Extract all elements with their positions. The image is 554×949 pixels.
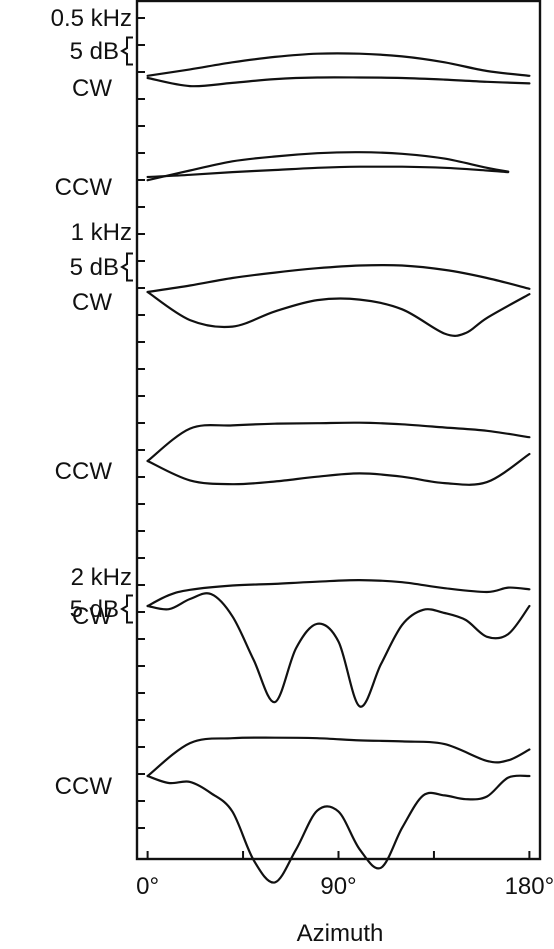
frequency-label: 1 kHz [71, 219, 132, 246]
group-label: CW [72, 75, 112, 102]
scale-label: 5 dB [70, 38, 119, 65]
x-tick-label: 90° [320, 873, 356, 900]
response-trace [146, 52, 531, 77]
y-ticks [137, 17, 145, 829]
group-label: CCW [55, 174, 113, 201]
response-trace [146, 76, 531, 88]
scale-brackets: 5 dB 5 dB 5 dB [70, 36, 133, 624]
x-ticks [146, 851, 531, 859]
x-tick-label: 180° [505, 873, 554, 900]
scale-bracket [120, 594, 133, 624]
response-trace [146, 774, 531, 884]
response-trace [146, 151, 510, 182]
response-trace [146, 421, 531, 463]
panel-labels: 0.5 kHz CW CCW 1 kHz CW CCW 2 kHz CW CCW [51, 5, 132, 800]
response-trace [146, 263, 531, 294]
response-trace [146, 290, 531, 337]
frequency-label: 2 kHz [71, 564, 132, 591]
response-trace [146, 592, 531, 708]
scale-bracket [120, 36, 133, 66]
response-trace [146, 736, 531, 778]
frequency-label: 0.5 kHz [51, 5, 132, 32]
group-label: CCW [55, 773, 113, 800]
group-label: CW [72, 603, 112, 630]
group-label: CCW [55, 458, 113, 485]
traces [146, 52, 531, 884]
scale-label: 5 dB [70, 254, 119, 281]
x-axis-label: Azimuth [297, 920, 384, 947]
group-label: CW [72, 289, 112, 316]
x-tick-labels: 0° 90° 180° [136, 873, 554, 900]
response-trace [146, 578, 531, 608]
response-trace [146, 165, 510, 179]
x-tick-label: 0° [136, 873, 159, 900]
response-trace [146, 452, 531, 486]
scale-bracket [120, 252, 133, 282]
scale-label: 5 dB [70, 596, 119, 623]
